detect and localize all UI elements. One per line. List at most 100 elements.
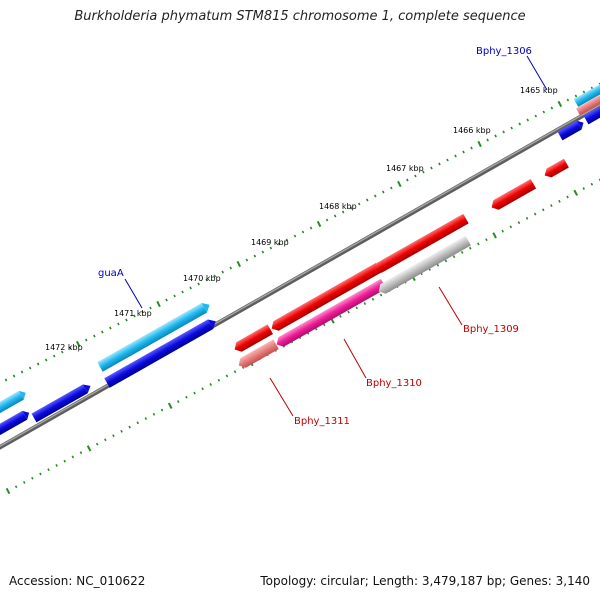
outer-tick [197, 282, 200, 286]
outer-tick [181, 290, 184, 294]
inner-tick [104, 438, 107, 442]
outer-tick [381, 190, 385, 194]
inner-tick [501, 229, 504, 233]
outer-tick [309, 226, 313, 230]
tick-label-1469: 1469 kbp [251, 238, 289, 247]
inner-tick [460, 251, 464, 254]
tick-label-1470: 1470 kbp [183, 274, 221, 283]
cds-bphy-1310[interactable] [274, 278, 387, 349]
outer-tick [141, 310, 144, 314]
cds-guaA[interactable] [97, 300, 212, 372]
tick-label-1466: 1466 kbp [453, 126, 491, 135]
outer-tick [341, 210, 345, 214]
inner-tick [185, 395, 188, 399]
inner-tick [233, 370, 237, 374]
outer-tick [357, 202, 361, 206]
outer-tick [462, 150, 465, 154]
cds-red-long-a[interactable] [269, 262, 382, 333]
gene-label-guaA[interactable]: guaA [98, 268, 124, 279]
outer-tick [277, 242, 281, 246]
cds-right-edge-dark-b[interactable] [583, 103, 600, 125]
cds-red-small[interactable] [232, 324, 274, 354]
outer-tick [117, 322, 120, 326]
cds-left-edge-dark[interactable] [0, 408, 32, 440]
inner-tick [177, 400, 180, 403]
cds-dark-middle[interactable] [104, 316, 218, 388]
outer-tick [149, 306, 152, 310]
cds-red-long-b[interactable] [372, 213, 469, 275]
outer-tick [156, 300, 161, 308]
outer-tick [285, 238, 289, 242]
inner-tick [509, 225, 513, 229]
outer-tick [486, 138, 489, 142]
inner-tick [95, 442, 99, 446]
inner-tick [86, 445, 92, 452]
inner-tick [468, 246, 472, 250]
gene-label-bphy-1306[interactable]: Bphy_1306 [476, 46, 532, 57]
inner-tick-row [5, 178, 600, 495]
outer-tick [438, 162, 441, 166]
outer-tick [333, 214, 337, 218]
inner-tick [525, 216, 529, 220]
outer-tick [502, 130, 505, 134]
inner-tick [558, 199, 561, 203]
inner-tick [167, 402, 173, 409]
tick-label-1468: 1468 kbp [319, 202, 357, 211]
outer-tick [68, 346, 72, 350]
outer-tick [229, 266, 233, 270]
inner-tick [160, 408, 164, 412]
inner-tick [492, 232, 497, 239]
outer-tick [93, 334, 96, 338]
cds-right-edge-salmon[interactable] [576, 93, 600, 116]
outer-tick [253, 254, 257, 258]
cds-bphy-1309[interactable] [376, 235, 471, 296]
tick-label-1465: 1465 kbp [520, 86, 558, 95]
outer-tick [566, 98, 570, 102]
outer-tick [133, 314, 136, 318]
cds-red-short-a[interactable] [489, 178, 537, 212]
outer-tick [494, 134, 497, 138]
outer-tick [261, 250, 265, 254]
inner-tick [209, 383, 213, 386]
inner-tick [533, 212, 537, 216]
cds-left-edge-light[interactable] [0, 388, 28, 418]
gene-label-bphy-1311[interactable]: Bphy_1311 [294, 416, 350, 427]
outer-tick [534, 114, 538, 118]
inner-tick [55, 464, 58, 467]
inner-tick [225, 374, 229, 378]
accession-text: Accession: NC_010622 [9, 574, 146, 588]
inner-tick [193, 391, 196, 395]
outer-tick [397, 180, 402, 188]
cds-bphy-1311[interactable] [236, 339, 279, 370]
gene-label-bphy-1309[interactable]: Bphy_1309 [463, 324, 519, 335]
inner-tick [573, 189, 578, 196]
inner-tick [452, 255, 456, 259]
cds-red-short-b[interactable] [542, 158, 569, 180]
outer-tick [125, 318, 128, 322]
outer-tick [165, 298, 168, 302]
cds-dark-left[interactable] [31, 382, 93, 423]
outer-tick [101, 330, 104, 334]
outer-tick [316, 220, 322, 228]
outer-tick [28, 366, 32, 370]
outer-tick [4, 378, 8, 382]
outer-tick [526, 118, 530, 122]
inner-tick [14, 485, 18, 489]
tick-label-1472: 1472 kbp [45, 343, 83, 352]
cds-right-edge-dark-a[interactable] [557, 118, 586, 141]
outer-tick-row [0, 82, 600, 387]
outer-tick [574, 94, 578, 98]
outer-tick [422, 170, 425, 174]
inner-tick [152, 412, 156, 416]
gene-label-bphy-1310[interactable]: Bphy_1310 [366, 378, 422, 389]
cds-bphy-1306[interactable] [573, 82, 600, 107]
reverse-strand-features [232, 158, 569, 370]
outer-tick [293, 234, 297, 238]
outer-tick [470, 146, 473, 150]
outer-tick [44, 358, 48, 362]
inner-tick [347, 310, 350, 314]
inner-tick [217, 378, 221, 382]
inner-tick [71, 455, 75, 459]
outer-tick [20, 370, 24, 374]
